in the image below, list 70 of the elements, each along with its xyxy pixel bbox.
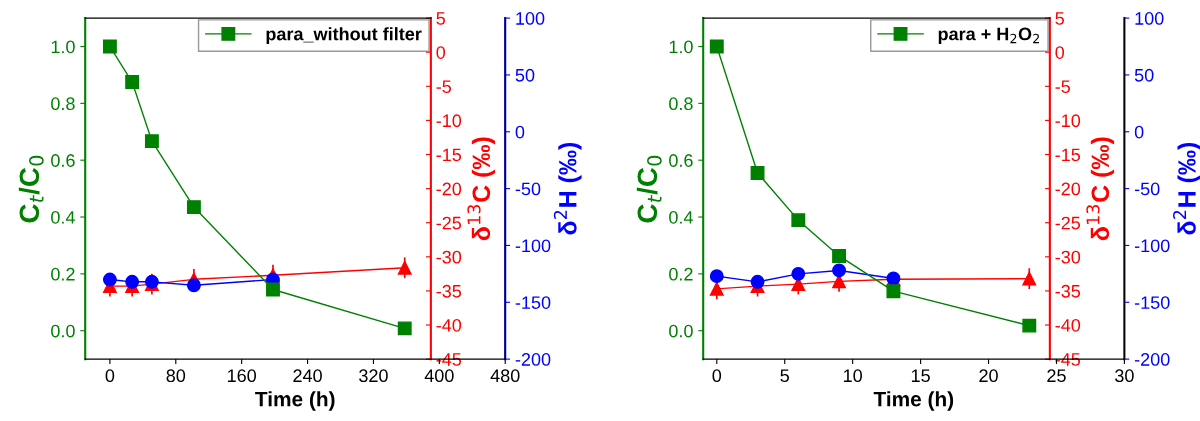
y2-tick-label: -15 [436,148,462,162]
x-tick-label: 10 [843,369,862,383]
x-tick-label: 20 [979,369,998,383]
y3-tick-label: 50 [515,68,535,82]
y2-tick-label: -20 [1055,182,1081,196]
y2-tick-label: 0 [436,46,446,59]
legend-label: para_without filter [266,27,422,44]
y-tick-label: 0.8 [51,97,75,111]
y2-tick-label: -10 [1055,114,1081,128]
y-axis-title: C$_{t}$/C$_{0}$ [18,155,44,223]
y-tick-label: 0.4 [51,210,75,224]
x-tick-label: 160 [227,369,257,383]
y3-tick-label: -150 [1134,296,1170,309]
y2-tick-label: 5 [1055,12,1064,25]
y-tick-label: 1.0 [669,40,693,54]
y-tick-label: 0.0 [51,324,75,338]
y3-tick-label: 0 [1134,125,1144,139]
y2-tick-label: -25 [1055,216,1081,230]
y2-tick-label: 5 [436,12,446,25]
y2-tick-label: -35 [436,284,462,298]
y2-tick-label: -5 [1055,80,1071,94]
y2-tick-label: -40 [1055,318,1081,332]
y2-axis-title: δ$^{13}$C (‰) [1086,137,1115,241]
x-tick-label: 480 [490,369,520,383]
y3-tick-label: 50 [1134,68,1154,82]
y3-tick-label: -50 [1134,182,1160,196]
y2-axis-title: δ$^{13}$C (‰) [467,137,496,241]
y2-tick-label: -40 [436,318,462,332]
x-tick-label: 5 [780,369,789,383]
y-tick-label: 0.6 [51,154,75,167]
y2-tick-label: -15 [1055,148,1081,162]
x-tick-label: 80 [166,369,186,383]
y2-tick-label: -35 [1055,284,1081,298]
x-axis-title: Time (h) [255,391,335,411]
y2-tick-label: -25 [436,216,462,230]
x-tick-label: 0 [712,369,722,383]
y-tick-label: 0.4 [669,210,693,224]
x-tick-label: 30 [1115,369,1134,383]
x-tick-label: 320 [359,369,388,383]
y3-axis-title: δ$^{2}$H (‰) [1173,142,1200,235]
y-tick-label: 0.2 [51,267,75,281]
y-tick-label: 1.0 [51,40,75,54]
x-axis-title: Time (h) [873,391,954,411]
x-tick-label: 400 [424,369,454,383]
y3-tick-label: -100 [515,239,551,253]
y3-tick-label: 0 [515,125,525,139]
y2-tick-label: -20 [436,182,462,196]
y3-tick-label: 100 [516,12,545,25]
y3-tick-label: -50 [515,182,541,196]
y3-tick-label: -200 [515,353,551,366]
x-tick-label: 240 [293,369,322,383]
y2-tick-label: -5 [436,80,452,94]
y3-axis-title: δ$^{2}$H (‰) [553,142,582,235]
y-tick-label: 0.6 [669,154,693,167]
y3-tick-label: -150 [515,296,551,309]
y2-tick-label: -30 [436,250,462,264]
y2-tick-label: -10 [436,114,462,128]
y-tick-label: 0.0 [669,324,693,338]
y2-tick-label: -30 [1055,250,1081,264]
y-tick-label: 0.8 [669,97,693,111]
y3-tick-label: -200 [1134,353,1170,366]
x-tick-label: 0 [105,369,115,383]
x-tick-label: 25 [1047,369,1066,383]
x-tick-label: 15 [911,369,930,383]
y2-tick-label: 0 [1055,46,1065,59]
legend-label: para + H$_{2}$O$_{2}$ [938,27,1039,44]
y-axis-title: C$_{t}$/C$_{0}$ [636,155,662,223]
y-tick-label: 0.2 [669,267,693,281]
y3-tick-label: -100 [1134,239,1170,253]
y3-tick-label: 100 [1135,12,1164,25]
